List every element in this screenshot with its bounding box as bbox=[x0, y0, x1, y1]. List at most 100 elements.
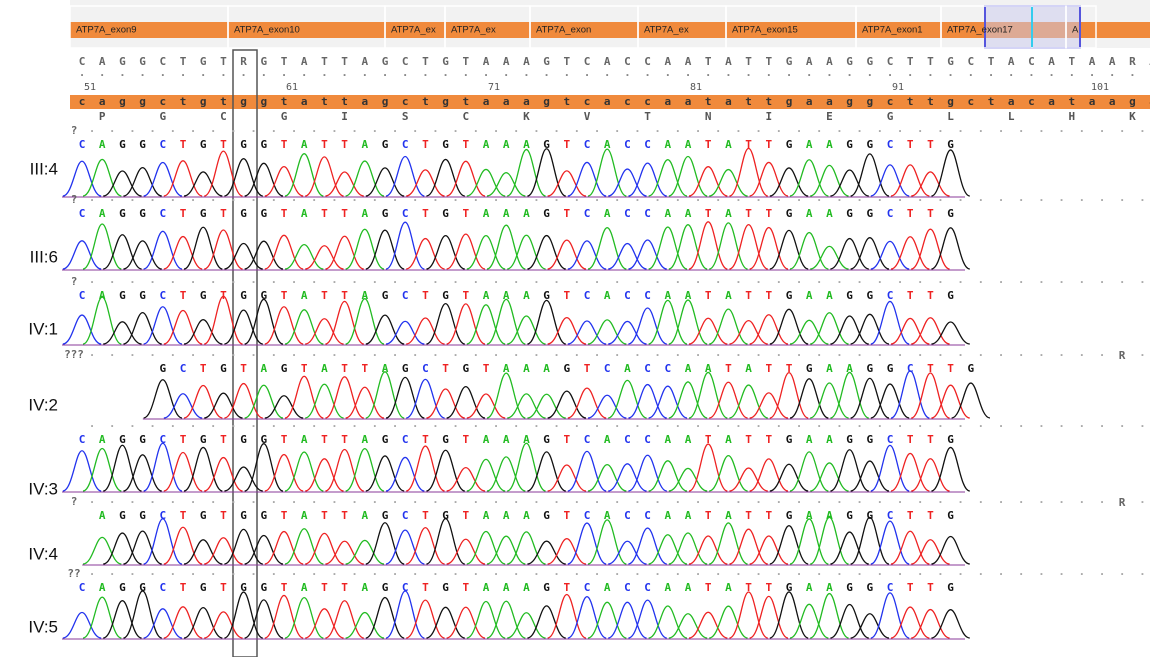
quality-flag: R bbox=[1119, 496, 1126, 509]
base-call: T bbox=[341, 207, 348, 220]
dot: · bbox=[1038, 125, 1045, 138]
dot: · bbox=[432, 496, 439, 509]
dot: · bbox=[594, 496, 601, 509]
dot: · bbox=[89, 125, 96, 138]
reference-lower-base: a bbox=[1048, 95, 1055, 108]
base-call: A bbox=[725, 207, 732, 220]
base-call: T bbox=[765, 289, 772, 302]
dot: · bbox=[472, 349, 479, 362]
reference-lower-base: a bbox=[725, 95, 732, 108]
dot: · bbox=[392, 496, 399, 509]
dot: · bbox=[412, 276, 419, 289]
base-call: T bbox=[483, 362, 490, 375]
base-call: C bbox=[644, 362, 651, 375]
reference-base: C bbox=[624, 55, 631, 68]
dot: · bbox=[533, 496, 540, 509]
base-call: G bbox=[240, 207, 247, 220]
dot: · bbox=[311, 568, 318, 581]
base-call: G bbox=[786, 138, 793, 151]
base-call: C bbox=[624, 289, 631, 302]
quality-flag: ??? bbox=[64, 348, 84, 361]
base-call: T bbox=[442, 362, 449, 375]
reference-lower-base: t bbox=[907, 95, 914, 108]
amino-acid: H bbox=[1068, 110, 1075, 123]
base-call: A bbox=[725, 138, 732, 151]
dot: · bbox=[634, 420, 641, 433]
base-call: G bbox=[200, 509, 207, 522]
base-call: T bbox=[281, 289, 288, 302]
dot: · bbox=[493, 568, 500, 581]
base-call: T bbox=[462, 138, 469, 151]
base-call: G bbox=[119, 581, 126, 594]
base-call: C bbox=[79, 581, 86, 594]
reference-lower-base: a bbox=[604, 95, 611, 108]
dot: · bbox=[654, 496, 661, 509]
sample-label: IV:3 bbox=[28, 479, 58, 498]
dot: · bbox=[190, 420, 197, 433]
amino-acid: L bbox=[1008, 110, 1015, 123]
dot: · bbox=[331, 420, 338, 433]
base-call: C bbox=[159, 581, 166, 594]
base-call: A bbox=[543, 362, 550, 375]
dot: · bbox=[876, 125, 883, 138]
dot: · bbox=[190, 568, 197, 581]
dot: · bbox=[432, 125, 439, 138]
dot: · bbox=[210, 420, 217, 433]
base-call: T bbox=[200, 362, 207, 375]
dot: · bbox=[210, 125, 217, 138]
dot: · bbox=[1058, 349, 1065, 362]
base-call: T bbox=[563, 433, 570, 446]
reference-base: A bbox=[361, 55, 368, 68]
dot: · bbox=[654, 194, 661, 207]
dot: · bbox=[634, 496, 641, 509]
base-call: A bbox=[301, 509, 308, 522]
dot: · bbox=[523, 69, 530, 82]
dot: · bbox=[998, 276, 1005, 289]
dot: · bbox=[129, 276, 136, 289]
dot: · bbox=[695, 194, 702, 207]
base-call: G bbox=[139, 138, 146, 151]
base-call: A bbox=[604, 433, 611, 446]
dot: · bbox=[503, 69, 510, 82]
base-call: G bbox=[200, 207, 207, 220]
dot: · bbox=[917, 496, 924, 509]
dot: · bbox=[291, 420, 298, 433]
dot: · bbox=[442, 69, 449, 82]
dot: · bbox=[1139, 125, 1146, 138]
dot: · bbox=[513, 420, 520, 433]
base-call: G bbox=[846, 509, 853, 522]
dot: · bbox=[129, 125, 136, 138]
base-call: A bbox=[725, 581, 732, 594]
base-call: G bbox=[382, 433, 389, 446]
dot: · bbox=[331, 349, 338, 362]
base-call: C bbox=[604, 362, 611, 375]
reference-base: T bbox=[422, 55, 429, 68]
base-call: A bbox=[301, 207, 308, 220]
reference-lower-base: c bbox=[887, 95, 894, 108]
base-call: A bbox=[685, 362, 692, 375]
dot: · bbox=[270, 496, 277, 509]
base-call: G bbox=[119, 207, 126, 220]
dot: · bbox=[311, 125, 318, 138]
base-call: T bbox=[220, 138, 227, 151]
dot: · bbox=[755, 125, 762, 138]
dot: · bbox=[927, 69, 934, 82]
dot: · bbox=[715, 276, 722, 289]
reference-lower-base: t bbox=[281, 95, 288, 108]
base-call: A bbox=[523, 433, 530, 446]
dot: · bbox=[1139, 568, 1146, 581]
dot: · bbox=[745, 69, 752, 82]
base-call: T bbox=[563, 207, 570, 220]
base-call: T bbox=[220, 207, 227, 220]
base-call: T bbox=[180, 207, 187, 220]
base-call: A bbox=[806, 581, 813, 594]
dot: · bbox=[876, 496, 883, 509]
base-call: C bbox=[584, 509, 591, 522]
base-call: G bbox=[786, 433, 793, 446]
reference-base: T bbox=[765, 55, 772, 68]
dot: · bbox=[351, 349, 358, 362]
dot: · bbox=[937, 568, 944, 581]
base-call: G bbox=[240, 138, 247, 151]
base-call: T bbox=[462, 581, 469, 594]
base-call: G bbox=[260, 581, 267, 594]
